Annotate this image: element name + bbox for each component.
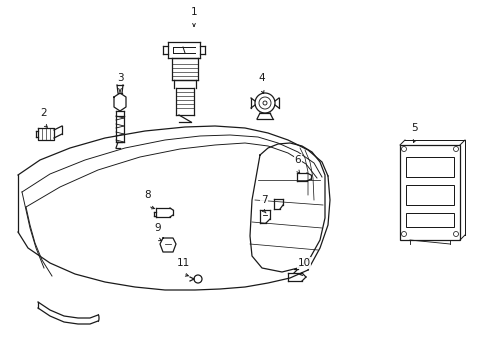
Text: 9: 9	[154, 223, 161, 233]
Text: 7: 7	[260, 195, 267, 205]
Text: 5: 5	[411, 123, 417, 133]
Text: 1: 1	[190, 7, 197, 17]
Text: 3: 3	[117, 73, 123, 83]
Text: 11: 11	[176, 258, 189, 268]
Bar	[405, 213, 453, 227]
Text: 10: 10	[297, 258, 310, 268]
Bar	[405, 157, 453, 177]
Text: 6: 6	[294, 155, 301, 165]
Bar	[399, 145, 459, 240]
Text: 8: 8	[144, 190, 151, 200]
Text: 2: 2	[41, 108, 47, 118]
Bar	[405, 185, 453, 205]
Text: 4: 4	[258, 73, 265, 83]
